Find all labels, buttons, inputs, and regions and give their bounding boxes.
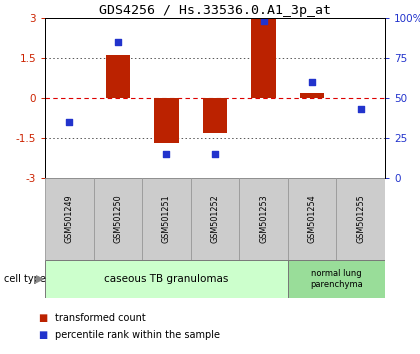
Text: GSM501254: GSM501254 xyxy=(307,195,317,243)
Text: GSM501255: GSM501255 xyxy=(356,195,365,244)
Text: normal lung
parenchyma: normal lung parenchyma xyxy=(310,269,363,289)
Text: ▶: ▶ xyxy=(36,274,44,284)
Point xyxy=(212,151,218,157)
Bar xyxy=(336,178,385,260)
Bar xyxy=(45,178,94,260)
Point xyxy=(66,119,73,125)
Text: GSM501251: GSM501251 xyxy=(162,195,171,243)
Bar xyxy=(106,55,130,98)
Text: ■: ■ xyxy=(38,330,47,340)
Text: transformed count: transformed count xyxy=(55,313,145,323)
Bar xyxy=(288,260,385,298)
Bar xyxy=(191,178,239,260)
Bar xyxy=(252,18,276,98)
Text: GSM501252: GSM501252 xyxy=(210,195,220,244)
Bar xyxy=(142,178,191,260)
Text: GSM501249: GSM501249 xyxy=(65,195,74,243)
Text: cell type: cell type xyxy=(4,274,46,284)
Bar xyxy=(300,93,324,98)
Point xyxy=(357,106,364,112)
Text: GSM501253: GSM501253 xyxy=(259,195,268,243)
Bar xyxy=(288,178,336,260)
Bar xyxy=(45,260,288,298)
Point xyxy=(163,151,170,157)
Text: percentile rank within the sample: percentile rank within the sample xyxy=(55,330,220,340)
Point xyxy=(260,18,267,24)
Point xyxy=(309,79,315,85)
Bar xyxy=(94,178,142,260)
Title: GDS4256 / Hs.33536.0.A1_3p_at: GDS4256 / Hs.33536.0.A1_3p_at xyxy=(99,4,331,17)
Text: ■: ■ xyxy=(38,313,47,323)
Text: GSM501250: GSM501250 xyxy=(113,195,122,243)
Bar xyxy=(154,98,178,143)
Text: caseous TB granulomas: caseous TB granulomas xyxy=(104,274,228,284)
Bar xyxy=(203,98,227,133)
Bar xyxy=(239,178,288,260)
Point xyxy=(115,39,121,45)
